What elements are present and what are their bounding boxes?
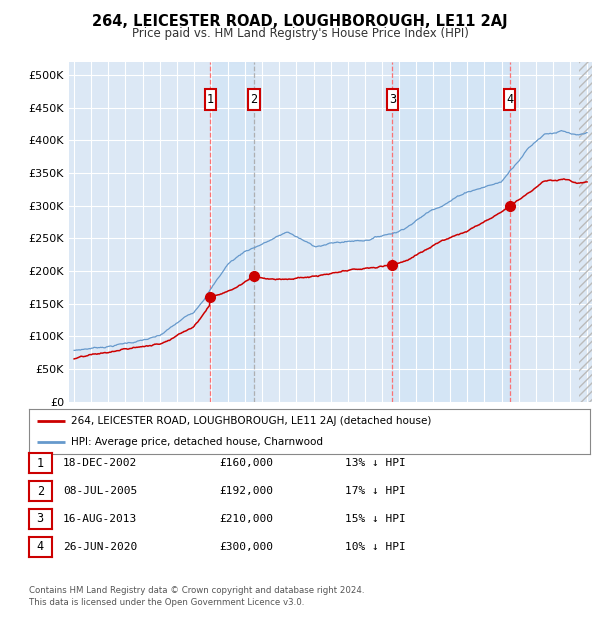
Text: HPI: Average price, detached house, Charnwood: HPI: Average price, detached house, Char…	[71, 436, 323, 447]
FancyBboxPatch shape	[205, 89, 216, 110]
Text: 16-AUG-2013: 16-AUG-2013	[63, 514, 137, 524]
Text: 1: 1	[37, 457, 44, 469]
Text: 3: 3	[389, 94, 396, 107]
Text: 3: 3	[37, 513, 44, 525]
Text: 08-JUL-2005: 08-JUL-2005	[63, 486, 137, 496]
FancyBboxPatch shape	[504, 89, 515, 110]
Text: 1: 1	[206, 94, 214, 107]
Text: £160,000: £160,000	[219, 458, 273, 468]
Text: 17% ↓ HPI: 17% ↓ HPI	[345, 486, 406, 496]
Text: £210,000: £210,000	[219, 514, 273, 524]
Text: This data is licensed under the Open Government Licence v3.0.: This data is licensed under the Open Gov…	[29, 598, 304, 608]
Text: 13% ↓ HPI: 13% ↓ HPI	[345, 458, 406, 468]
Text: 15% ↓ HPI: 15% ↓ HPI	[345, 514, 406, 524]
Text: 4: 4	[37, 541, 44, 553]
Text: 26-JUN-2020: 26-JUN-2020	[63, 542, 137, 552]
Text: 2: 2	[37, 485, 44, 497]
Bar	[210, 62, 254, 402]
Text: Price paid vs. HM Land Registry's House Price Index (HPI): Price paid vs. HM Land Registry's House …	[131, 27, 469, 40]
Bar	[578, 62, 592, 402]
FancyBboxPatch shape	[248, 89, 260, 110]
Text: £300,000: £300,000	[219, 542, 273, 552]
FancyBboxPatch shape	[387, 89, 398, 110]
Text: 264, LEICESTER ROAD, LOUGHBOROUGH, LE11 2AJ (detached house): 264, LEICESTER ROAD, LOUGHBOROUGH, LE11 …	[71, 416, 431, 427]
Text: 2: 2	[250, 94, 257, 107]
Text: £192,000: £192,000	[219, 486, 273, 496]
Bar	[578, 62, 592, 402]
Text: 4: 4	[506, 94, 514, 107]
Text: 18-DEC-2002: 18-DEC-2002	[63, 458, 137, 468]
Text: 10% ↓ HPI: 10% ↓ HPI	[345, 542, 406, 552]
Text: Contains HM Land Registry data © Crown copyright and database right 2024.: Contains HM Land Registry data © Crown c…	[29, 586, 364, 595]
Text: 264, LEICESTER ROAD, LOUGHBOROUGH, LE11 2AJ: 264, LEICESTER ROAD, LOUGHBOROUGH, LE11 …	[92, 14, 508, 29]
Bar	[392, 62, 510, 402]
